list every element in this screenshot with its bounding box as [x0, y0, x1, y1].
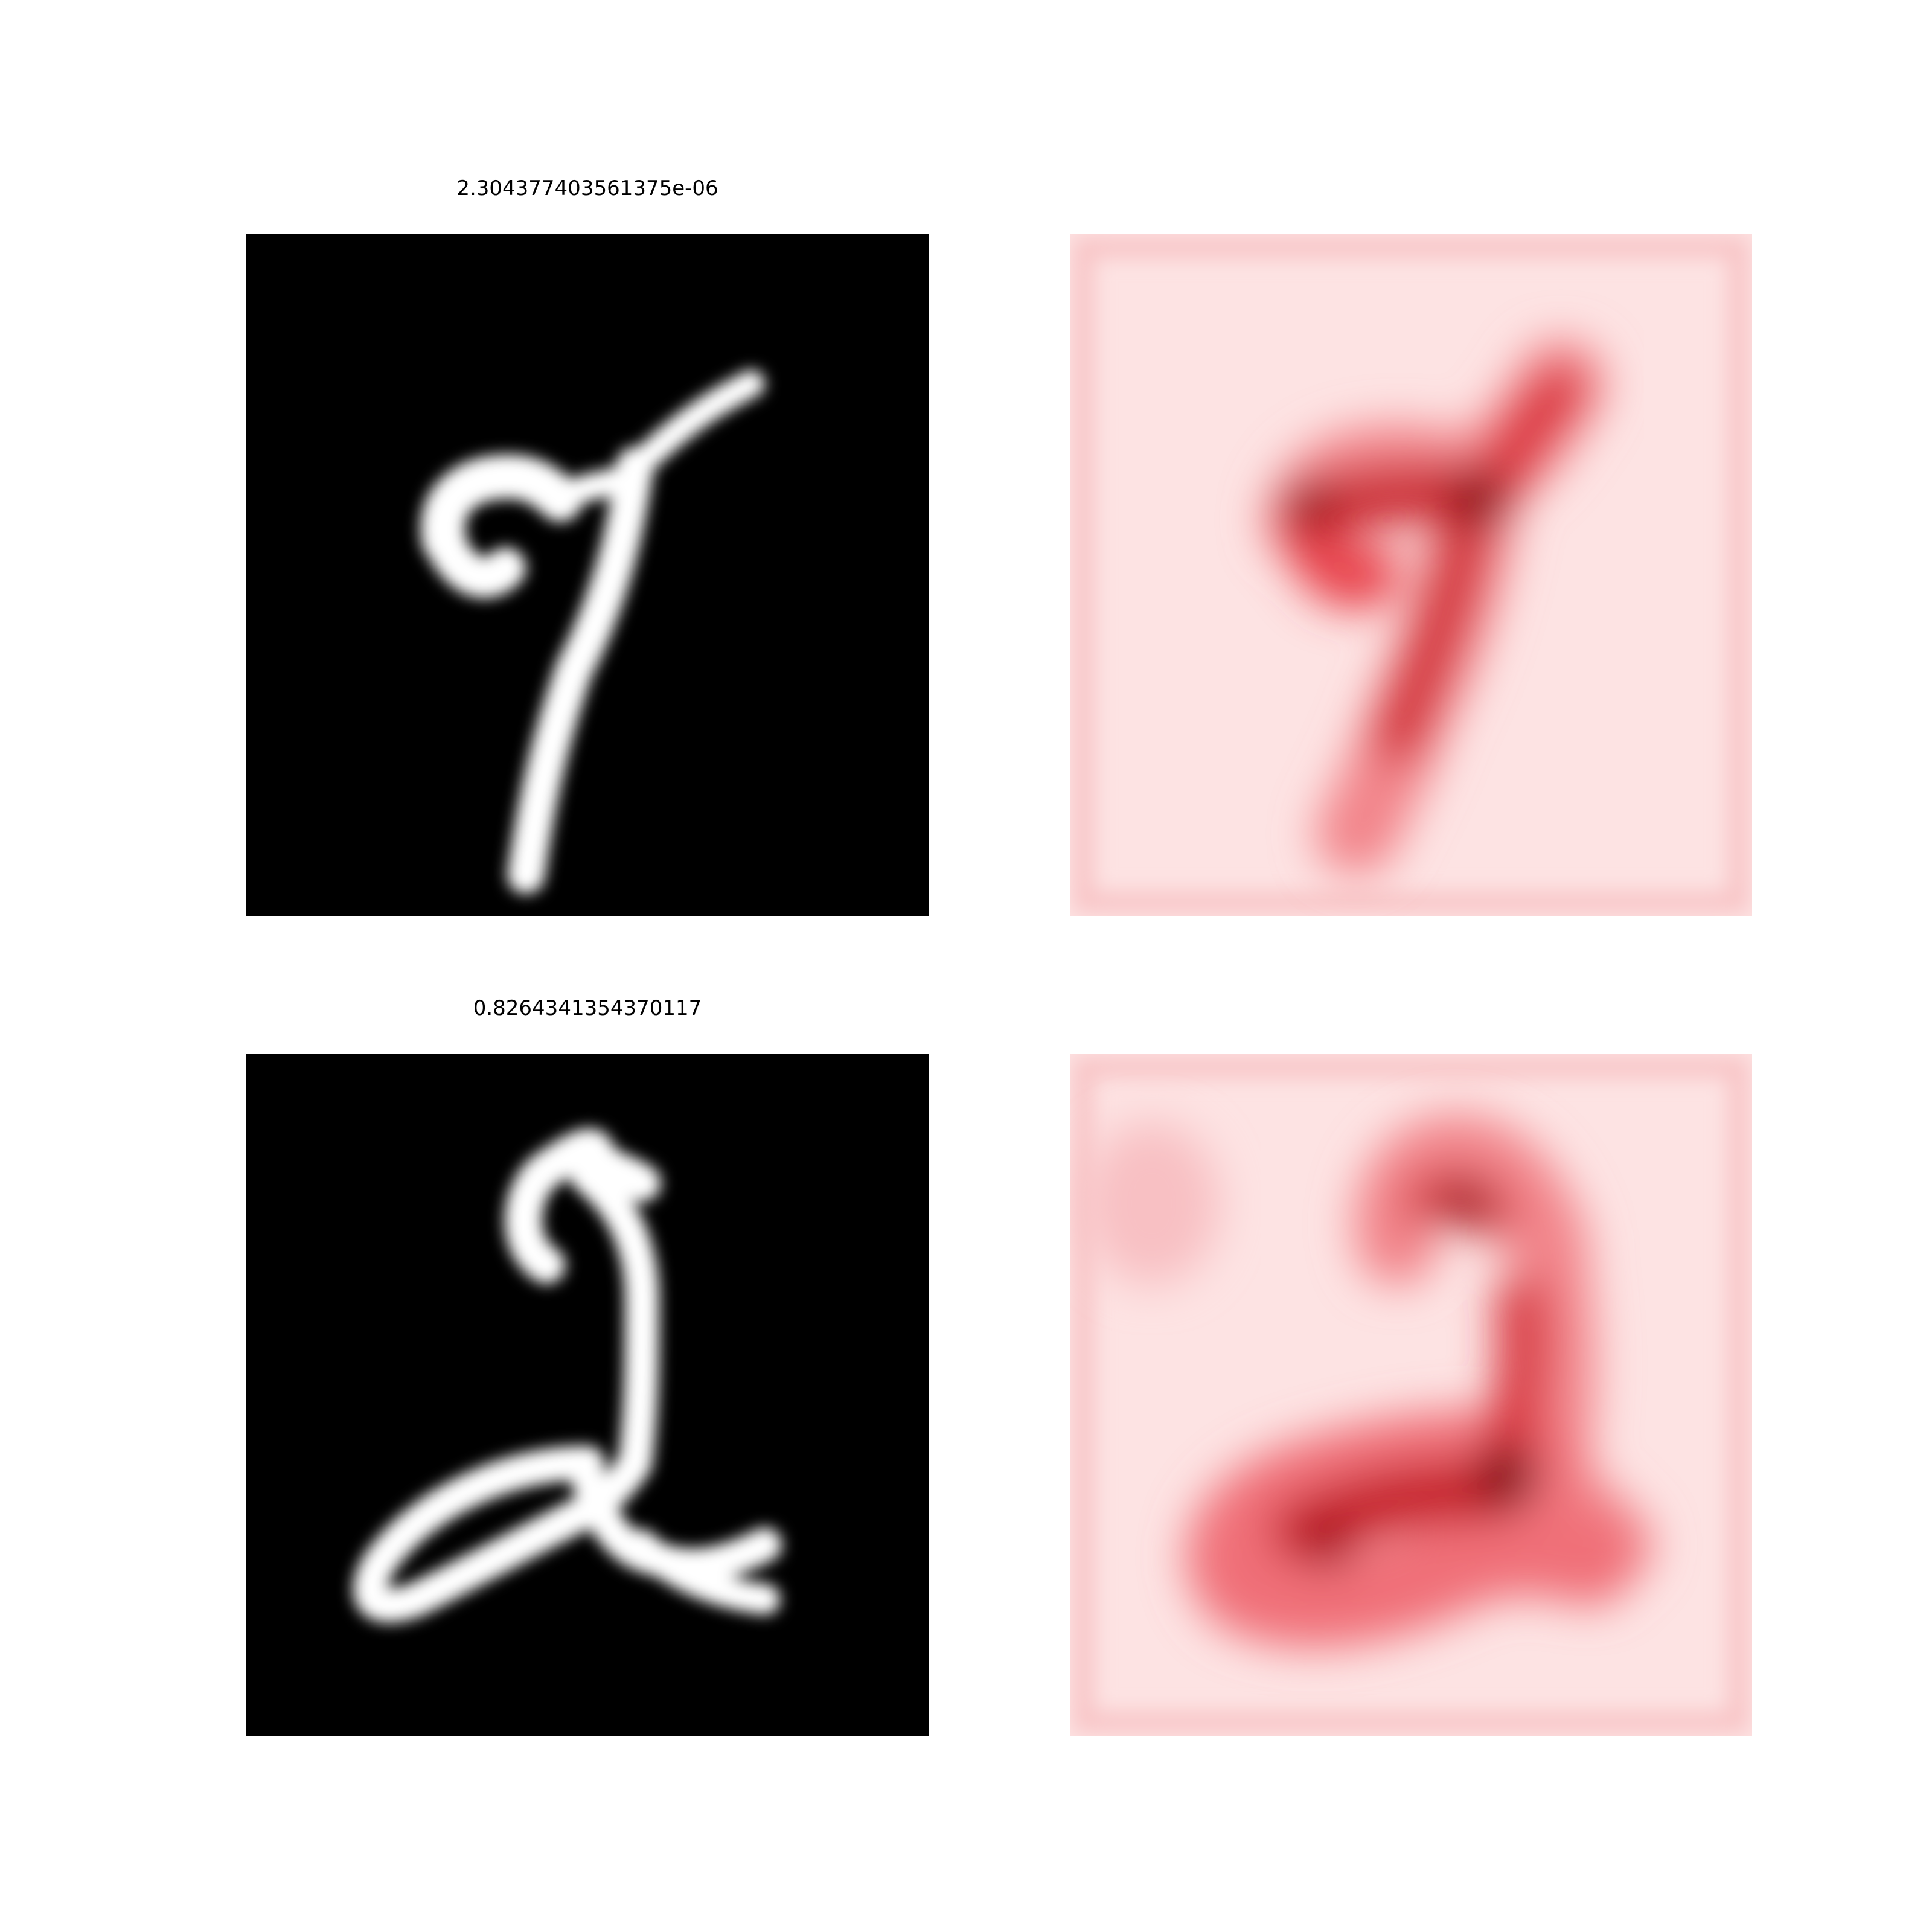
row-2-title: 0.8264341354370117 — [473, 996, 702, 1020]
heatmap-1 — [1070, 234, 1752, 916]
digit-image-2 — [246, 1054, 929, 1736]
digit-image-1 — [246, 234, 929, 916]
heatmap-2 — [1070, 1054, 1752, 1736]
row-1-title: 2.304377403561375e-06 — [456, 176, 718, 200]
